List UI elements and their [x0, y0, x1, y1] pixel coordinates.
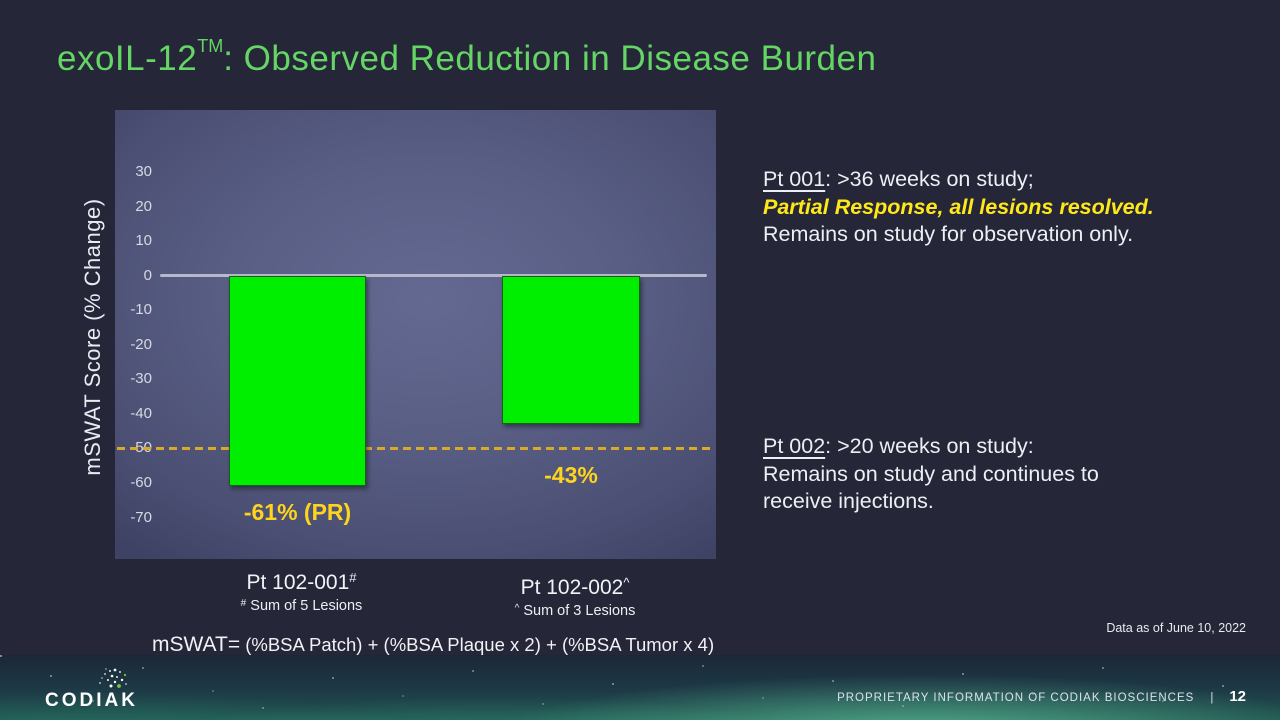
logo-wordmark: CODIAK [45, 690, 138, 711]
pt002-line1-rest: : >20 weeks on study: [825, 434, 1034, 458]
logo-dot-burst-icon [99, 668, 127, 688]
mswat-formula: mSWAT= (%BSA Patch) + (%BSA Plaque x 2) … [152, 633, 714, 657]
y-tick-label: 20 [135, 197, 152, 215]
pt001-line1-rest: : >36 weeks on study; [825, 167, 1034, 191]
y-tick-label: 0 [143, 266, 152, 284]
footer-separator: | [1210, 692, 1214, 704]
category-footnote: ^ Sum of 3 Lesions [514, 603, 636, 619]
annotation-pt002-line1: Pt 002: >20 weeks on study: [763, 433, 1099, 461]
category-footnote: # Sum of 5 Lesions [240, 598, 363, 614]
zero-axis-line [160, 274, 707, 278]
bar-value-label: -43% [544, 462, 598, 489]
y-tick-label: 30 [135, 163, 152, 181]
y-axis-title: mSWAT Score (% Change) [80, 198, 105, 476]
pt001-highlight: Partial Response, all lesions resolved. [763, 194, 1154, 219]
footnote-marker: # [240, 598, 247, 609]
y-tick-label: -20 [130, 335, 152, 353]
proprietary-text: PROPRIETARY INFORMATION OF CODIAK BIOSCI… [837, 692, 1195, 704]
reference-dashed-line [117, 446, 710, 450]
category-marker: # [349, 570, 357, 585]
formula-lead: mSWAT= [152, 633, 241, 656]
annotation-pt001-line1: Pt 001: >36 weeks on study; [763, 166, 1154, 194]
y-tick-label: 10 [135, 232, 152, 250]
trademark-superscript: TM [197, 36, 224, 56]
x-category-label: Pt 102-001# # Sum of 5 Lesions [241, 570, 363, 614]
x-axis-labels: Pt 102-001# # Sum of 5 Lesions Pt 102-002^… [115, 570, 716, 630]
pt002-tail-line2: receive injections. [763, 489, 934, 513]
codiak-logo: CODIAK [45, 668, 155, 714]
bar-Pt 102-001 [229, 275, 366, 487]
star-specks [0, 655, 2, 657]
data-as-of-note: Data as of June 10, 2022 [1106, 621, 1246, 635]
y-tick-label: -40 [130, 404, 152, 422]
page-number: 12 [1229, 688, 1246, 705]
category-name: Pt 102-002^ [520, 575, 630, 599]
title-rest: : Observed Reduction in Disease Burden [223, 39, 877, 78]
annotation-pt001: Pt 001: >36 weeks on study; Partial Resp… [763, 166, 1154, 249]
pt002-label: Pt 002 [763, 434, 826, 458]
footnote-marker: ^ [514, 603, 520, 614]
pt001-tail: Remains on study for observation only. [763, 222, 1134, 246]
category-name: Pt 102-001# [246, 570, 357, 594]
x-category-label: Pt 102-002^ ^ Sum of 3 Lesions [515, 575, 636, 619]
y-tick-label: -30 [130, 370, 152, 388]
bar-value-label: -61% (PR) [243, 499, 352, 526]
y-tick-label: -10 [130, 301, 152, 319]
annotation-pt002: Pt 002: >20 weeks on study: Remains on s… [763, 433, 1099, 516]
bar-chart-plot-area: 30 20 10 0 -10 -20 -30 -40 -50 -60 -70 -61% (PR) -43… [115, 110, 716, 559]
title-product: exoIL-12 [57, 39, 198, 78]
y-tick-label: -60 [130, 474, 152, 491]
pt001-label: Pt 001 [763, 167, 826, 191]
y-tick-label: -70 [130, 508, 152, 526]
page-title: exoIL-12TM: Observed Reduction in Diseas… [57, 36, 876, 79]
footer-band [0, 655, 1280, 720]
category-marker: ^ [623, 575, 630, 590]
bar-Pt 102-002 [502, 275, 640, 425]
footer-right: PROPRIETARY INFORMATION OF CODIAK BIOSCI… [837, 688, 1246, 705]
formula-rest: (%BSA Patch) + (%BSA Plaque x 2) + (%BSA… [240, 634, 715, 655]
pt002-tail-line1: Remains on study and continues to [763, 461, 1099, 486]
